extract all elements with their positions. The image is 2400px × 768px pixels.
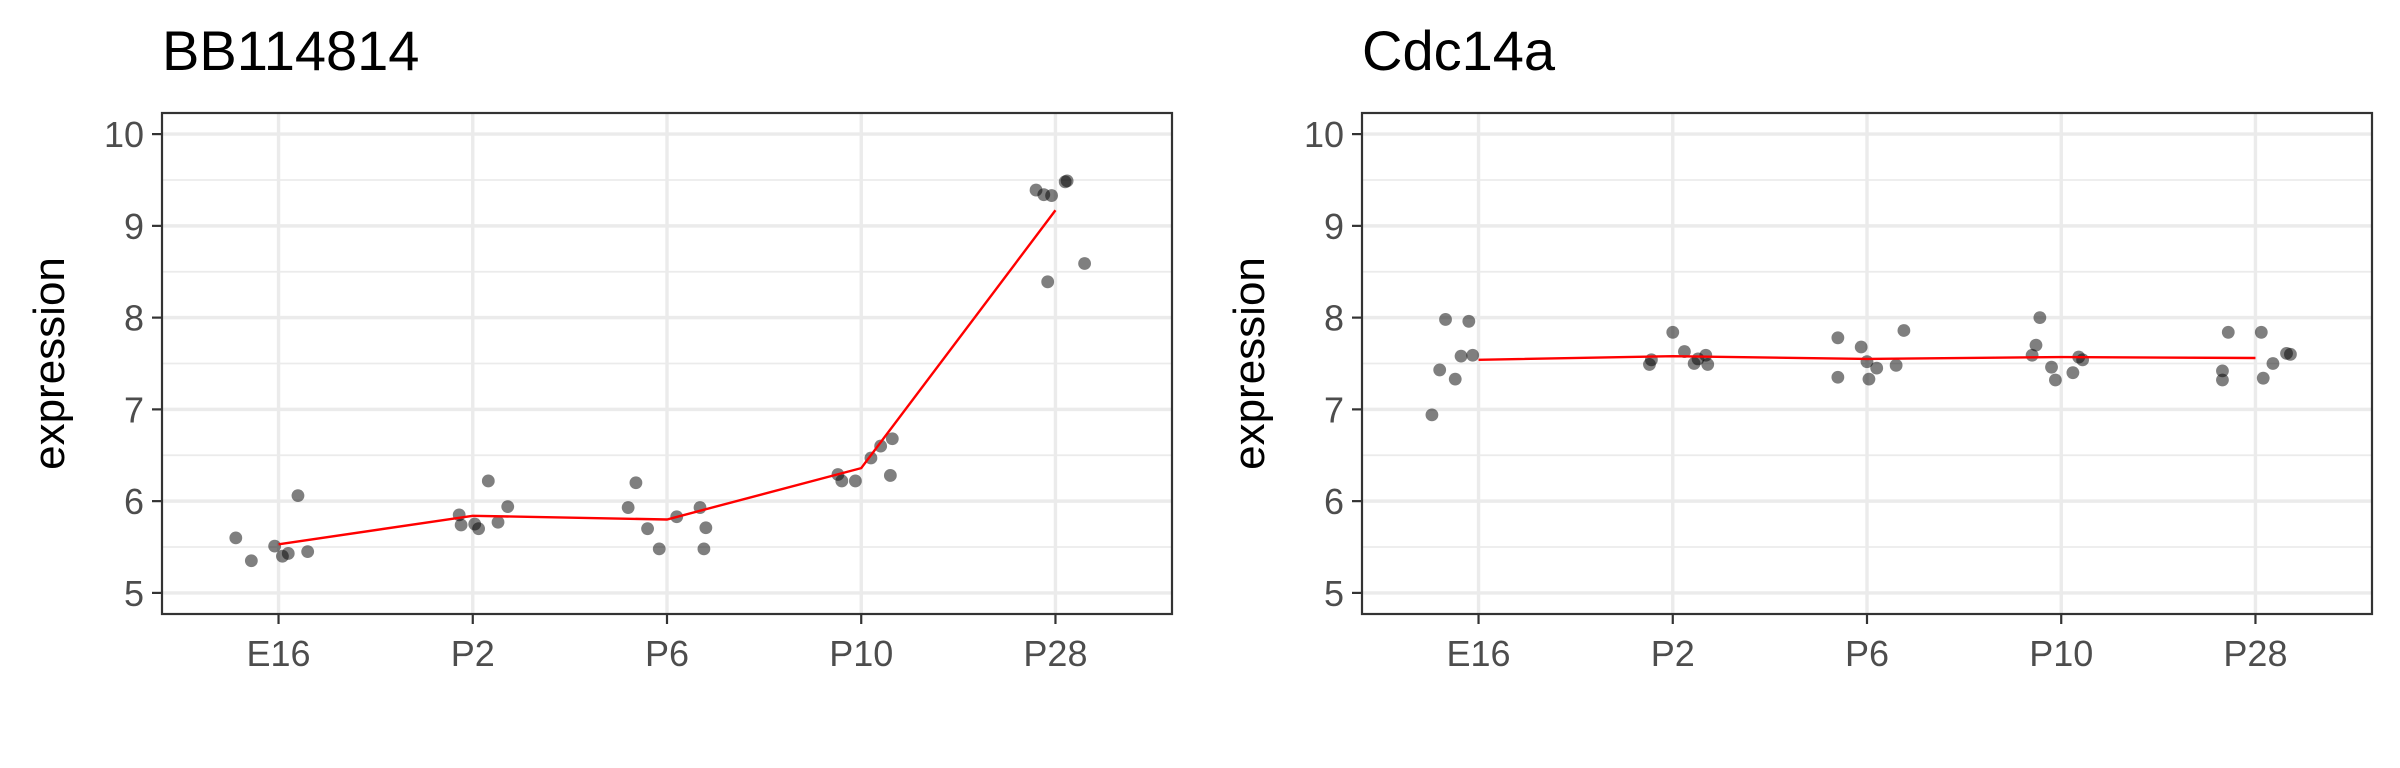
- chart-2-data-point: [1439, 313, 1452, 326]
- chart-2-y-tick-label: 6: [1324, 481, 1344, 522]
- chart-1-points: [229, 174, 1091, 568]
- chart-1-data-point: [697, 542, 711, 556]
- chart-2-data-point: [2066, 366, 2080, 380]
- chart-2-data-point: [1862, 372, 1876, 386]
- chart-1-y-tick-label: 9: [124, 206, 144, 247]
- chart-1-y-tick-label: 8: [124, 298, 144, 339]
- chart-1-y-axis-title: expression: [25, 257, 74, 470]
- chart-2-x-tick-label: P10: [2029, 633, 2093, 674]
- chart-2-data-point: [1870, 361, 1884, 375]
- chart-1-data-point: [641, 522, 654, 536]
- chart-2-data-point: [2033, 311, 2047, 325]
- chart-2-data-point: [1433, 363, 1447, 377]
- chart-2-panel: 5 6 7 8 9 10 E16 P2 P6 P10 P28 Cdc14a expression: [1225, 19, 2374, 674]
- chart-1-data-point: [244, 554, 258, 568]
- chart-2-x-tick-label: P6: [1845, 633, 1889, 674]
- chart-1-data-point: [835, 474, 849, 488]
- chart-2-data-point: [2256, 371, 2270, 385]
- chart-2-y-tick-label: 5: [1324, 573, 1344, 614]
- chart-2-y-tick-label: 8: [1324, 298, 1344, 339]
- chart-1-panel: 5 6 7 8 9 10 E16 P2 P6 P10 P28 BB114814 expression: [25, 19, 1174, 674]
- chart-2-data-point: [2045, 360, 2058, 374]
- chart-1-data-point: [874, 439, 888, 453]
- chart-1-data-point: [1078, 257, 1091, 270]
- chart-2-data-point: [1448, 372, 1462, 386]
- chart-2-data-point: [1701, 358, 1715, 371]
- chart-2-data-point: [1462, 314, 1476, 328]
- chart-1-y-tick-label: 5: [124, 573, 144, 614]
- chart-2-data-point: [1466, 348, 1480, 362]
- chart-2-data-point: [1454, 349, 1468, 363]
- chart-1-x-tick-label: P28: [1023, 633, 1087, 674]
- chart-1-x-tick-label: E16: [247, 633, 311, 674]
- chart-1-data-point: [472, 522, 485, 536]
- chart-2-y-axis-title: expression: [1225, 257, 1274, 470]
- chart-1-data-point: [652, 542, 666, 556]
- chart-1-data-point: [291, 489, 305, 503]
- chart-2-data-point: [2221, 325, 2235, 339]
- chart-2-grid: [1362, 113, 2372, 614]
- chart-1-data-point: [699, 521, 713, 535]
- chart-1-trend-line: [278, 209, 1057, 546]
- chart-2-data-point: [2266, 357, 2280, 370]
- chart-1-data-point: [268, 539, 282, 553]
- chart-2-data-point: [1831, 331, 1845, 345]
- chart-2-data-point: [2216, 364, 2229, 378]
- chart-2-data-point: [1425, 408, 1439, 422]
- chart-2-points: [1425, 311, 2297, 422]
- chart-2-data-point: [2029, 338, 2043, 352]
- chart-1-data-point: [281, 547, 295, 560]
- chart-2-data-point: [1889, 358, 1903, 372]
- chart-2-trend-line: [1478, 354, 2256, 362]
- chart-1-data-point: [301, 545, 315, 559]
- chart-1-data-point: [501, 500, 515, 514]
- chart-2-data-point: [2049, 373, 2062, 387]
- chart-2-data-point: [1678, 345, 1691, 358]
- chart-1-title: BB114814: [162, 19, 419, 82]
- chart-2-data-point: [2284, 347, 2297, 361]
- chart-1-data-point: [883, 469, 897, 482]
- chart-2-y-tick-label: 7: [1324, 389, 1344, 430]
- chart-2-data-point: [2076, 353, 2089, 367]
- chart-2-x-tick-label: P28: [2223, 633, 2287, 674]
- chart-1-data-point: [1045, 189, 1058, 202]
- chart-1-y-tick-label: 7: [124, 389, 144, 430]
- chart-2-data-point: [1666, 325, 1680, 339]
- chart-1-data-point: [1041, 275, 1055, 289]
- chart-1-y-tick-label: 6: [124, 481, 144, 522]
- chart-1-data-point: [885, 432, 899, 446]
- chart-2-data-point: [2216, 373, 2229, 387]
- chart-2-title: Cdc14a: [1362, 19, 1556, 82]
- chart-2-x-tick-label: E16: [1447, 633, 1511, 674]
- chart-1-data-point: [849, 474, 862, 488]
- chart-1-data-point: [621, 501, 635, 514]
- chart-2-data-point: [1831, 370, 1845, 384]
- chart-2-data-point: [1897, 324, 1911, 337]
- chart-1-data-point: [229, 531, 243, 545]
- chart-1-data-point: [629, 476, 643, 490]
- chart-1-data-point: [491, 515, 505, 529]
- chart-1-data-point: [454, 518, 468, 532]
- chart-2-data-point: [1854, 340, 1868, 354]
- chart-2-y-tick-label: 10: [1304, 114, 1344, 155]
- chart-1-y-tick-label: 10: [104, 114, 144, 155]
- chart-2-y-tick-label: 9: [1324, 206, 1344, 247]
- chart-1-x-tick-label: P10: [829, 633, 893, 674]
- chart-2-x-tick-label: P2: [1651, 633, 1695, 674]
- chart-2-data-point: [2254, 325, 2268, 339]
- chart-1-data-point: [1060, 174, 1074, 188]
- chart-1-x-tick-label: P6: [645, 633, 689, 674]
- chart-1-data-point: [481, 474, 495, 488]
- chart-1-x-tick-label: P2: [451, 633, 495, 674]
